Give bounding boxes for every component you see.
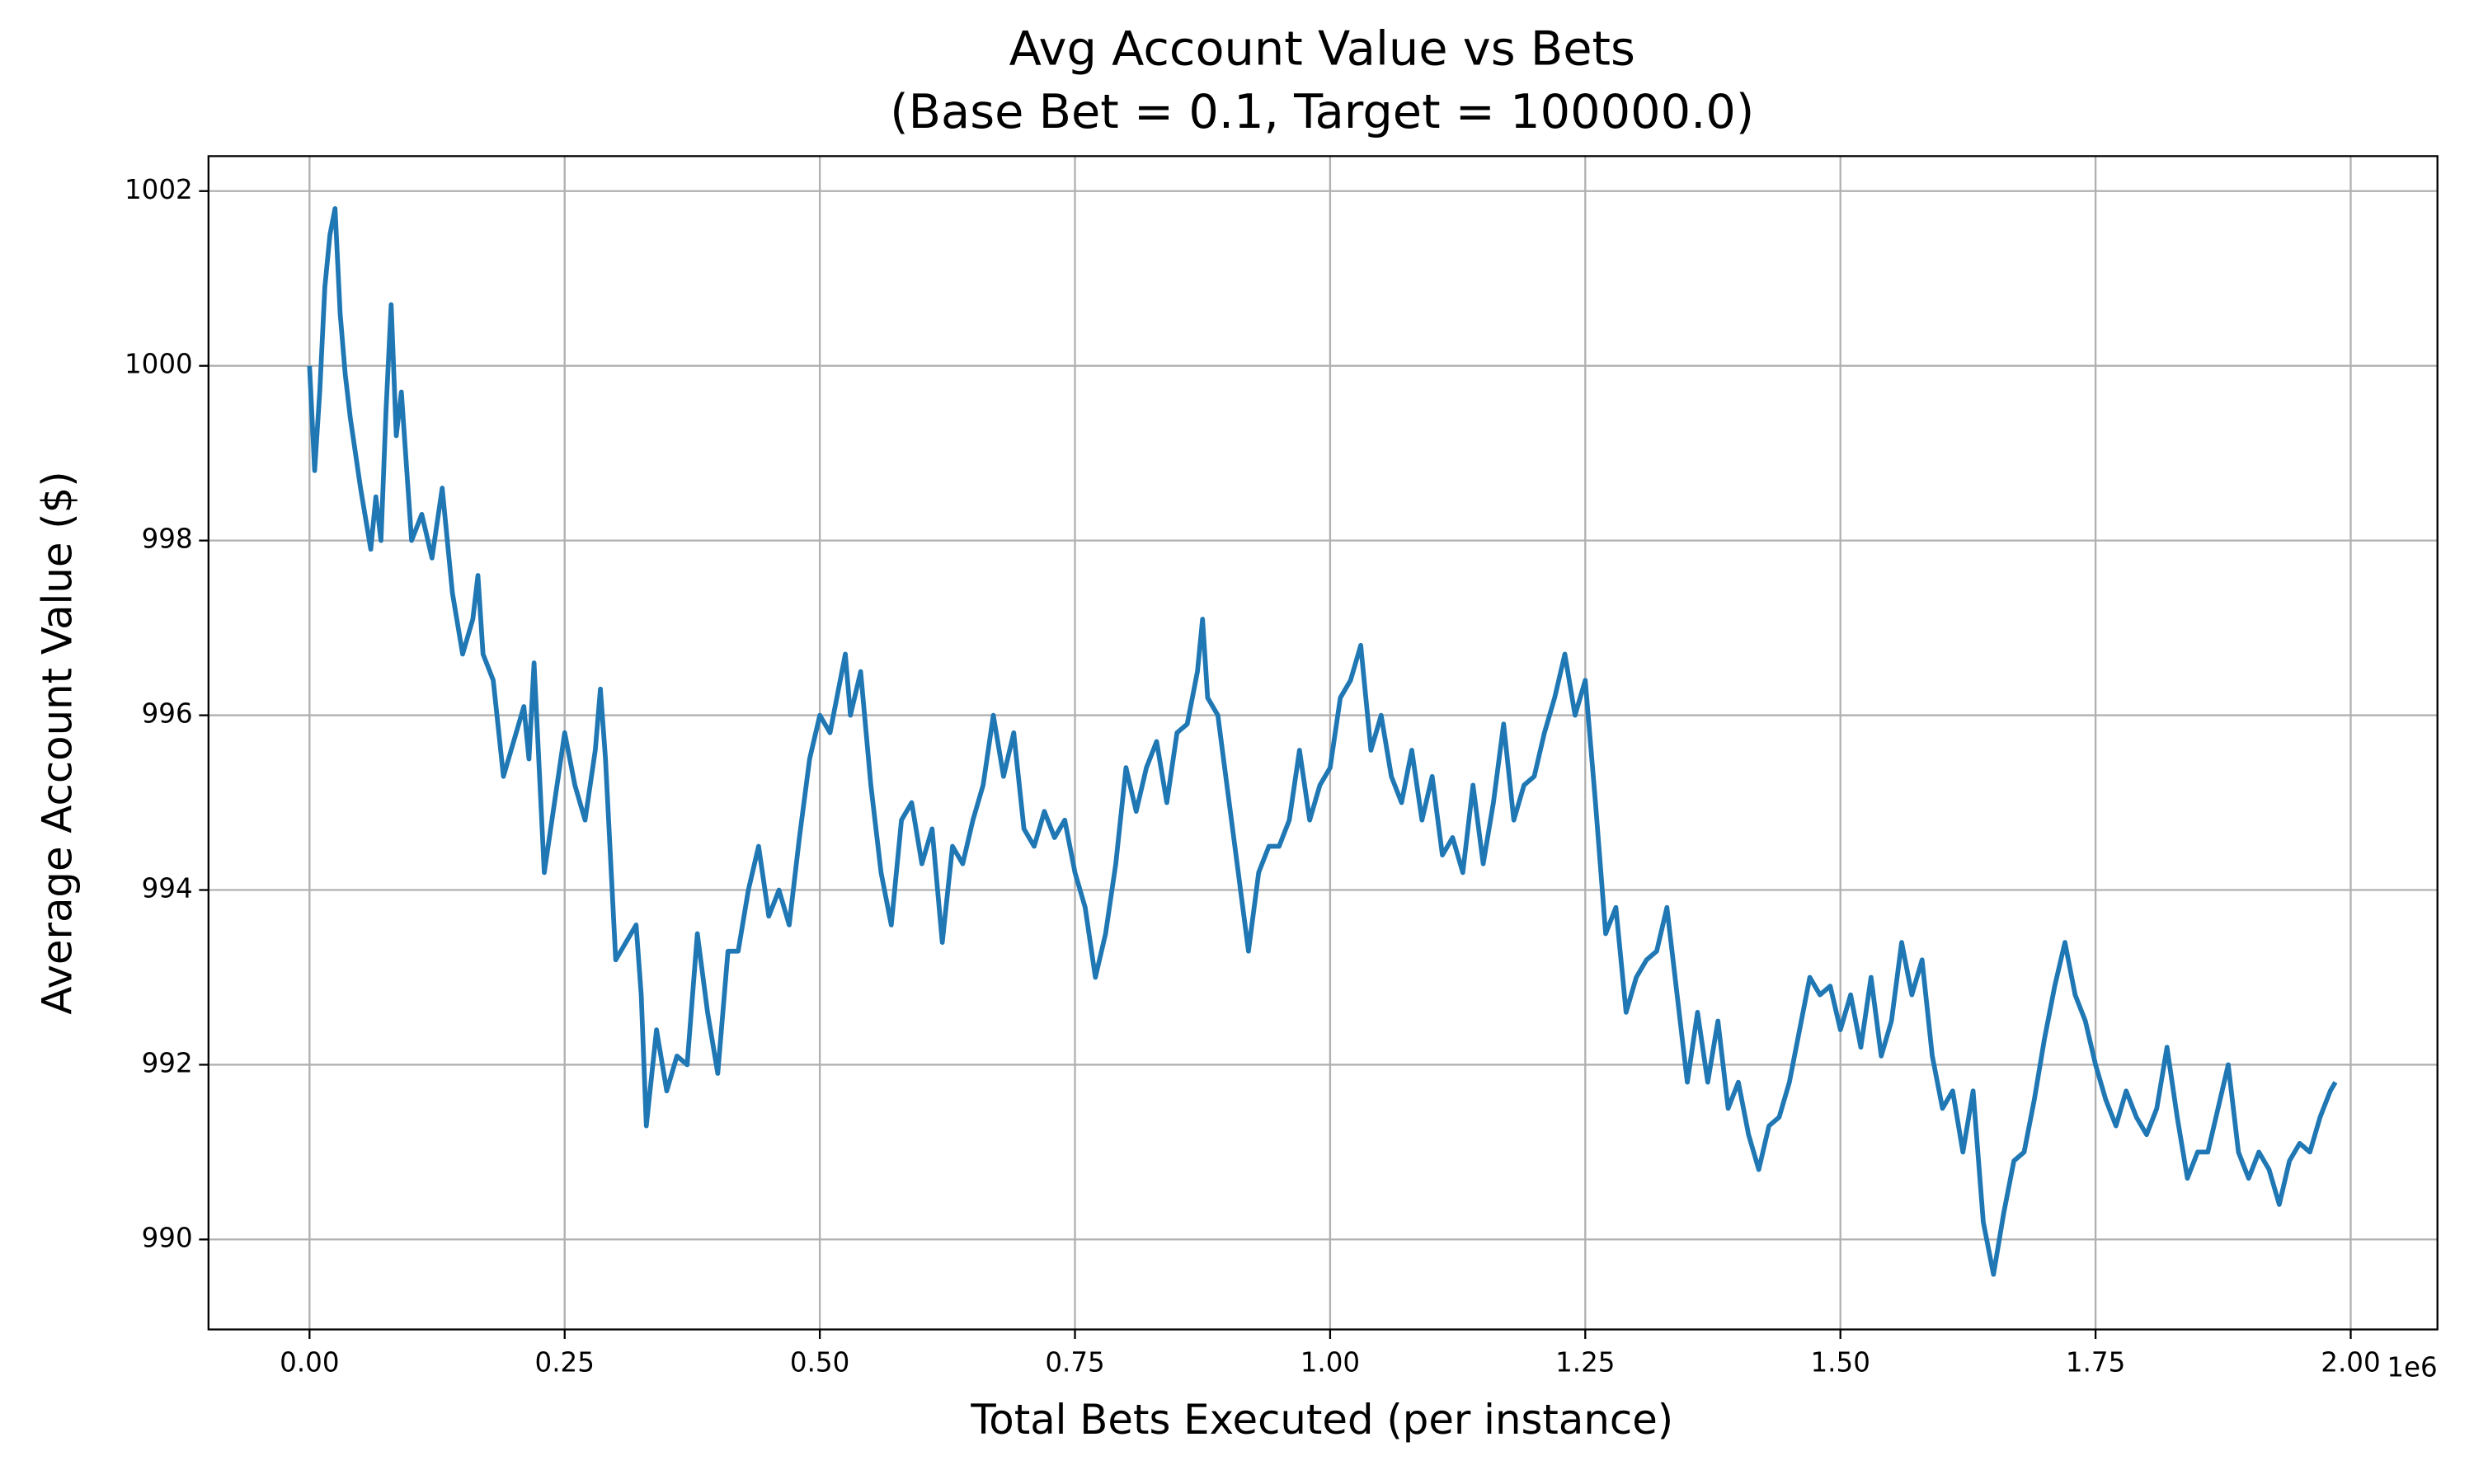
y-tick-label: 990 [142, 1222, 193, 1253]
x-tick-label: 1.75 [2066, 1347, 2125, 1378]
x-tick-label: 1.00 [1300, 1347, 1360, 1378]
grid: 0.00 0.25 0.50 0.75 1.00 1.25 1.50 1.75 2.00 990 9… [125, 156, 2438, 1378]
data-line [307, 206, 2338, 1277]
y-tick-label: 992 [142, 1047, 193, 1078]
x-tick-label: 0.50 [790, 1347, 849, 1378]
x-axis-label: Total Bets Executed (per instance) [970, 1396, 1673, 1444]
x-tick-label: 2.00 [2321, 1347, 2380, 1378]
x-tick-label: 1.25 [1555, 1347, 1615, 1378]
x-tick-label: 1.50 [1811, 1347, 1870, 1378]
y-tick-label: 996 [142, 698, 193, 730]
y-tick-label: 1000 [125, 349, 193, 380]
chart-subtitle: (Base Bet = 0.1, Target = 100000.0) [890, 84, 1754, 139]
x-tick-label: 0.00 [280, 1347, 339, 1378]
y-tick-label: 994 [142, 873, 193, 904]
chart-title: Avg Account Value vs Bets [1009, 21, 1635, 77]
plot-area [307, 206, 2338, 1277]
axes-frame [207, 155, 2439, 1331]
x-offset-label: 1e6 [2387, 1351, 2437, 1383]
y-tick-label: 1002 [125, 174, 193, 205]
x-tick-label: 0.75 [1045, 1347, 1104, 1378]
y-axis-label: Average Account Value ($) [34, 471, 82, 1014]
x-tick-label: 0.25 [535, 1347, 595, 1378]
y-tick-label: 998 [142, 524, 193, 555]
